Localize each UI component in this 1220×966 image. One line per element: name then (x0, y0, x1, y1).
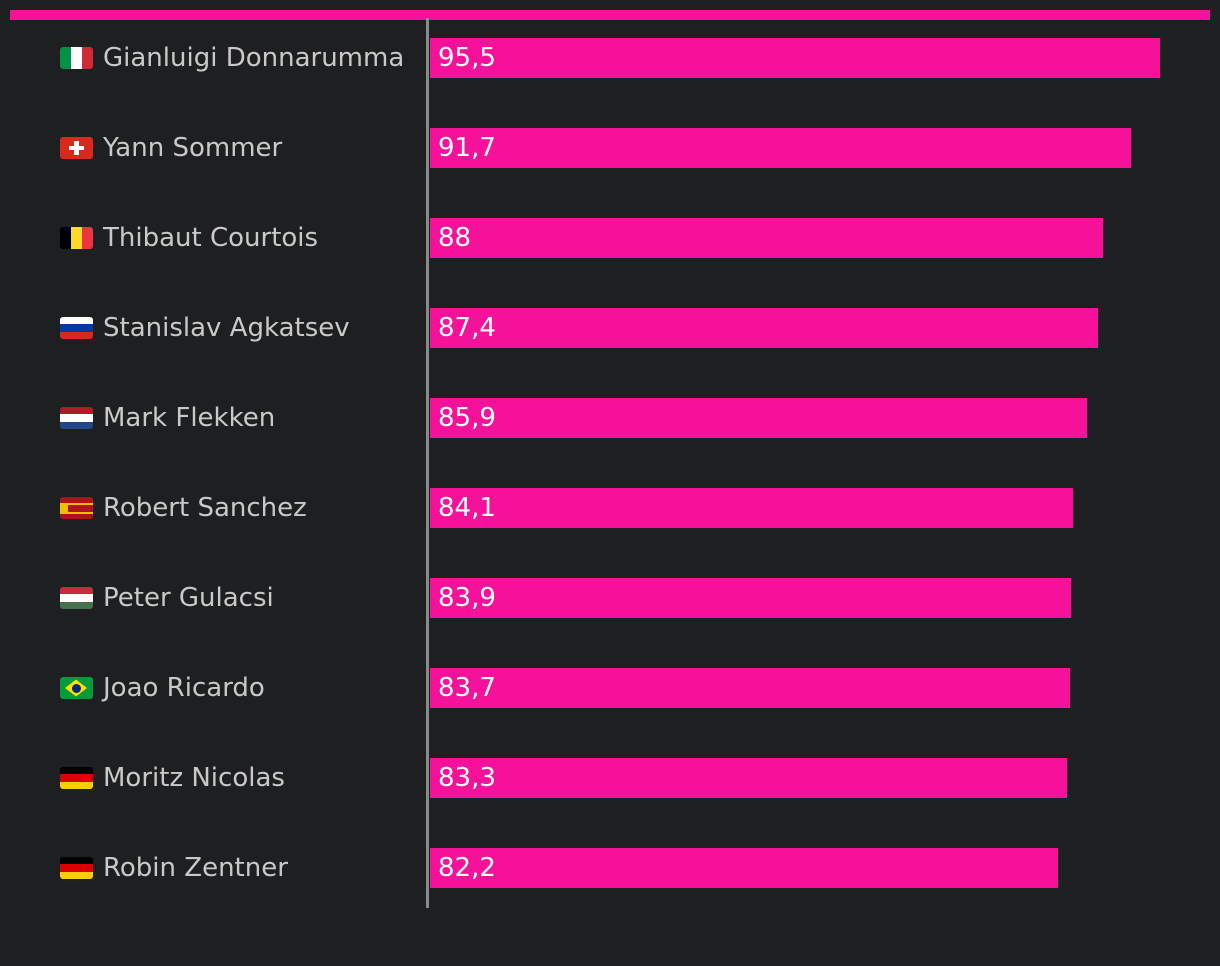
category-label: Robin Zentner (60, 848, 288, 888)
category-label: Joao Ricardo (60, 668, 265, 708)
player-name: Moritz Nicolas (103, 763, 285, 793)
bar-row: Robin Zentner 82,2 (0, 848, 1220, 888)
spain-flag-icon (60, 497, 93, 519)
bar-row: Stanislav Agkatsev 87,4 (0, 308, 1220, 348)
bar (430, 218, 1103, 258)
germany-flag-icon (60, 767, 93, 789)
italy-flag-icon (60, 47, 93, 69)
bar (430, 578, 1071, 618)
bar (430, 668, 1070, 708)
bar-row: Mark Flekken 85,9 (0, 398, 1220, 438)
category-label: Stanislav Agkatsev (60, 308, 350, 348)
bar-row: Thibaut Courtois 88 (0, 218, 1220, 258)
bar-row: Robert Sanchez 84,1 (0, 488, 1220, 528)
switzerland-flag-icon (60, 137, 93, 159)
category-axis-line (426, 18, 429, 908)
category-label: Yann Sommer (60, 128, 282, 168)
category-label: Peter Gulacsi (60, 578, 274, 618)
player-name: Joao Ricardo (103, 673, 265, 703)
bar-row: Yann Sommer 91,7 (0, 128, 1220, 168)
player-name: Robin Zentner (103, 853, 288, 883)
netherlands-flag-icon (60, 407, 93, 429)
data-label: 82,2 (438, 853, 496, 883)
data-label: 95,5 (438, 43, 496, 73)
data-label: 88 (438, 223, 472, 253)
data-label: 85,9 (438, 403, 496, 433)
bar (430, 848, 1058, 888)
bar (430, 398, 1087, 438)
bar-row: Peter Gulacsi 83,9 (0, 578, 1220, 618)
bar (430, 758, 1067, 798)
data-label: 83,3 (438, 763, 496, 793)
bar (430, 38, 1160, 78)
category-label: Moritz Nicolas (60, 758, 285, 798)
data-label: 84,1 (438, 493, 496, 523)
data-label: 83,7 (438, 673, 496, 703)
brazil-flag-icon (60, 677, 93, 699)
category-label: Thibaut Courtois (60, 218, 318, 258)
category-label: Robert Sanchez (60, 488, 307, 528)
player-name: Stanislav Agkatsev (103, 313, 350, 343)
bar-row: Joao Ricardo 83,7 (0, 668, 1220, 708)
player-name: Peter Gulacsi (103, 583, 274, 613)
russia-flag-icon (60, 317, 93, 339)
bar-row: Moritz Nicolas 83,3 (0, 758, 1220, 798)
bar (430, 128, 1131, 168)
player-name: Mark Flekken (103, 403, 276, 433)
hungary-flag-icon (60, 587, 93, 609)
germany-flag-icon (60, 857, 93, 879)
player-name: Thibaut Courtois (103, 223, 319, 253)
top-accent-bar (10, 10, 1210, 20)
category-label: Gianluigi Donnarumma (60, 38, 404, 78)
player-name: Robert Sanchez (103, 493, 307, 523)
player-name: Yann Sommer (103, 133, 283, 163)
player-name: Gianluigi Donnarumma (103, 43, 405, 73)
belgium-flag-icon (60, 227, 93, 249)
bar (430, 488, 1073, 528)
data-label: 91,7 (438, 133, 496, 163)
category-label: Mark Flekken (60, 398, 275, 438)
bar-row: Gianluigi Donnarumma 95,5 (0, 38, 1220, 78)
data-label: 87,4 (438, 313, 496, 343)
data-label: 83,9 (438, 583, 496, 613)
bar (430, 308, 1098, 348)
